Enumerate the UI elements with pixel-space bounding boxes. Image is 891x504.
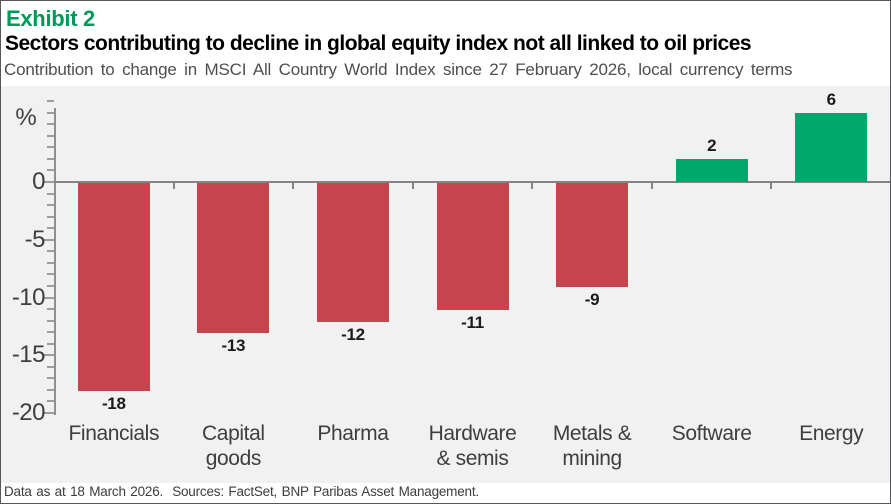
category-label-line: mining [562, 447, 622, 470]
bar-value-label: -18 [101, 393, 126, 413]
y-minor-tick [47, 169, 54, 172]
category-label-line: Metals & [552, 422, 632, 445]
y-minor-tick [47, 146, 54, 149]
x-boundary-tick [650, 183, 653, 189]
y-tick-label: -20 [11, 399, 46, 426]
bar-value-label: 6 [826, 89, 836, 109]
category-label: Hardware & semis [403, 421, 543, 471]
x-boundary-tick [411, 183, 414, 189]
source-note: Data as at 18 March 2026. Sources: FactS… [4, 484, 479, 499]
y-minor-tick [47, 250, 54, 253]
category-label: Pharma [283, 421, 423, 446]
y-minor-tick [47, 215, 54, 218]
category-label-line: Capital [202, 422, 265, 445]
bar-negative [316, 183, 389, 322]
y-axis-line [54, 108, 56, 415]
category-label-line: Software [671, 422, 752, 445]
y-minor-tick [47, 365, 54, 368]
y-minor-tick [47, 261, 54, 264]
y-minor-tick [47, 134, 54, 137]
y-major-tick [44, 181, 54, 183]
bar-positive [795, 112, 868, 182]
y-minor-tick [47, 273, 54, 276]
category-label-line: Hardware [428, 422, 517, 445]
y-minor-tick [47, 100, 54, 103]
y-tick-label: -10 [11, 283, 46, 311]
y-minor-tick [47, 284, 54, 287]
plot-area: % 0 -5 -10 -15 -20 -18 Financials -13 Capital goo… [1, 86, 890, 483]
y-minor-tick [47, 319, 54, 322]
bar-negative [436, 183, 509, 311]
bar-value-label: -12 [341, 324, 365, 344]
x-boundary-tick [770, 183, 773, 189]
bar-negative [556, 183, 629, 287]
category-label: Metals & mining [522, 421, 662, 471]
category-label-line: Energy [799, 422, 864, 445]
y-minor-tick [47, 111, 54, 114]
category-label: Capital goods [163, 421, 303, 471]
bar-negative [197, 183, 270, 334]
y-minor-tick [47, 308, 54, 311]
x-boundary-tick [531, 183, 534, 189]
y-tick-label: -5 [24, 225, 46, 253]
y-tick-label: 0 [32, 168, 45, 195]
category-label: Financials [44, 421, 184, 446]
y-major-tick [44, 296, 54, 299]
y-tick-label: -15 [11, 341, 46, 369]
category-label-line: Pharma [317, 422, 389, 445]
y-major-tick [44, 238, 54, 241]
y-minor-tick [47, 123, 54, 126]
category-label-line: Financials [68, 422, 160, 445]
y-major-tick [44, 412, 54, 414]
chart-subtitle: Contribution to change in MSCI All Count… [4, 60, 793, 79]
y-minor-tick [47, 157, 54, 160]
category-label: Energy [761, 421, 890, 446]
bar-value-label: 2 [707, 135, 717, 155]
y-minor-tick [47, 342, 54, 345]
y-minor-tick [47, 388, 54, 391]
bar-positive [675, 158, 748, 182]
x-boundary-tick [292, 183, 295, 189]
category-label: Software [642, 421, 782, 446]
bar-value-label: -13 [221, 336, 246, 356]
chart-title: Sectors contributing to decline in globa… [5, 32, 752, 55]
y-axis-unit-label: % [15, 104, 37, 131]
bar-value-label: -9 [584, 289, 600, 309]
y-minor-tick [47, 331, 54, 334]
zero-baseline [54, 181, 890, 183]
exhibit-label: Exhibit 2 [6, 6, 95, 31]
bar-negative [77, 183, 150, 391]
y-minor-tick [47, 377, 54, 380]
y-minor-tick [47, 192, 54, 195]
category-label-line: & semis [436, 447, 509, 470]
y-minor-tick [47, 400, 54, 403]
x-boundary-tick [172, 183, 175, 189]
bar-value-label: -11 [461, 313, 484, 333]
y-minor-tick [47, 204, 54, 207]
category-label-line: goods [205, 447, 262, 470]
y-minor-tick [47, 227, 54, 230]
y-major-tick [44, 354, 54, 357]
